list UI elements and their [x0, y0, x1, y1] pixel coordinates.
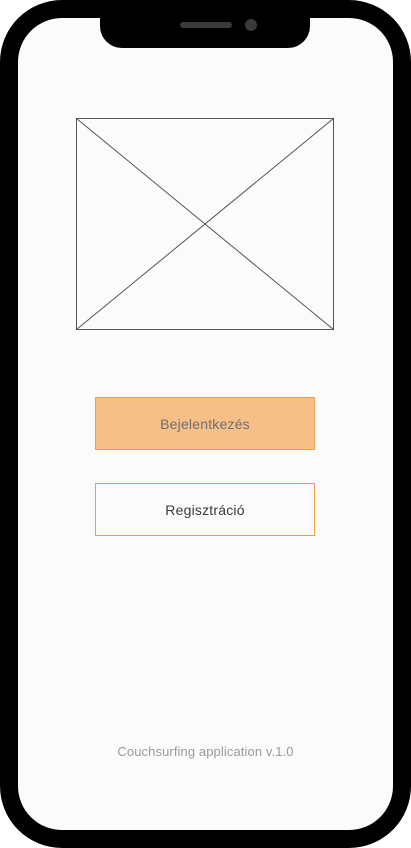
speaker-icon	[180, 22, 232, 28]
app-version-text: Couchsurfing application v.1.0	[117, 744, 294, 759]
camera-icon	[245, 19, 257, 31]
login-button[interactable]: Bejelentkezés	[95, 397, 315, 450]
register-button-label: Regisztráció	[165, 501, 245, 518]
image-placeholder-icon	[76, 118, 334, 330]
device-notch	[100, 12, 310, 48]
register-button[interactable]: Regisztráció	[95, 483, 315, 536]
login-button-label: Bejelentkezés	[160, 415, 250, 432]
